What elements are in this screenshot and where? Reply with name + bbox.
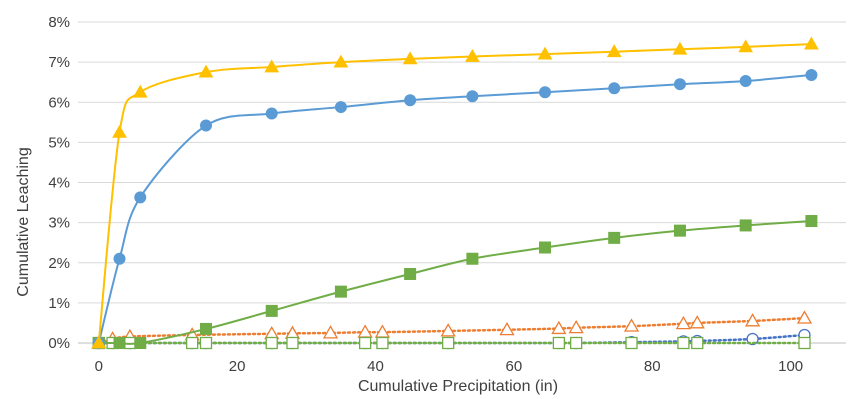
data-point [322, 325, 339, 339]
data-point [625, 336, 638, 350]
data-point [466, 252, 479, 265]
series-line [97, 43, 812, 344]
x-tick-label: 20 [229, 358, 246, 375]
data-point [404, 267, 417, 280]
data-point [746, 332, 759, 346]
data-point [623, 318, 640, 332]
data-point [804, 36, 819, 50]
data-point [539, 241, 552, 254]
data-point [691, 336, 704, 350]
y-tick-label: 6% [48, 94, 70, 111]
x-axis-title: Cumulative Precipitation (in) [358, 378, 558, 395]
data-point [570, 336, 583, 350]
data-point [113, 337, 126, 349]
y-axis-title: Cumulative Leaching [15, 147, 32, 296]
data-point [672, 41, 688, 55]
data-point [134, 191, 147, 204]
data-point [265, 304, 278, 317]
data-point [132, 84, 148, 98]
series-0 [91, 36, 819, 349]
data-point [796, 310, 813, 324]
series-5 [92, 336, 811, 350]
data-point [805, 215, 818, 228]
x-tick-label: 60 [506, 358, 523, 375]
data-point [286, 336, 299, 350]
data-point [113, 252, 126, 265]
y-tick-label: 8% [48, 14, 70, 31]
series-2 [92, 215, 818, 349]
data-point [265, 107, 278, 120]
data-point [91, 335, 107, 349]
x-tick-label: 100 [778, 358, 803, 375]
series-layer [91, 36, 819, 350]
y-tick-label: 3% [48, 215, 70, 232]
data-point [552, 336, 566, 350]
data-point [200, 322, 212, 335]
y-tick-label: 2% [48, 255, 70, 272]
data-point [265, 336, 278, 350]
data-point [198, 64, 214, 78]
data-point [739, 219, 752, 232]
data-point [465, 48, 480, 62]
y-axis-ticks: 0% 1% 2% 3% 4% 5% 6% 7% 8% [48, 14, 70, 352]
data-point [606, 44, 622, 58]
data-point [744, 313, 761, 327]
data-point [805, 68, 818, 81]
data-point [608, 231, 621, 244]
x-axis-ticks: 0 20 40 60 80 100 [95, 358, 804, 375]
y-tick-label: 5% [48, 134, 70, 151]
data-point [442, 336, 455, 350]
data-point [404, 94, 417, 107]
x-tick-label: 40 [367, 358, 384, 375]
data-point [739, 74, 752, 87]
data-point [134, 337, 147, 349]
x-tick-label: 0 [95, 358, 103, 375]
data-point [334, 101, 347, 114]
data-point [539, 86, 552, 99]
data-point [376, 336, 389, 350]
data-point [673, 78, 686, 91]
data-point [673, 224, 686, 237]
y-tick-label: 4% [48, 175, 70, 192]
data-point [402, 51, 418, 65]
data-point [677, 336, 690, 350]
data-point [199, 336, 213, 350]
x-tick-label: 80 [644, 358, 661, 375]
gridlines [78, 21, 846, 304]
data-point [358, 336, 372, 350]
data-point [333, 54, 349, 68]
data-point [440, 323, 456, 337]
y-tick-label: 7% [48, 54, 70, 71]
data-point [689, 315, 705, 329]
data-point [200, 119, 212, 132]
data-point [551, 320, 567, 335]
data-point [568, 319, 584, 334]
y-tick-label: 1% [48, 295, 70, 312]
y-tick-label: 0% [48, 335, 70, 352]
data-point [499, 321, 515, 336]
data-point [738, 39, 754, 53]
data-point [537, 46, 553, 60]
data-point [334, 285, 347, 298]
data-point [186, 336, 199, 350]
series-1 [92, 68, 818, 349]
data-point [675, 315, 692, 330]
data-point [264, 59, 280, 73]
data-point [466, 90, 479, 103]
data-point [798, 336, 811, 350]
data-point [608, 82, 621, 95]
data-point [112, 124, 127, 138]
